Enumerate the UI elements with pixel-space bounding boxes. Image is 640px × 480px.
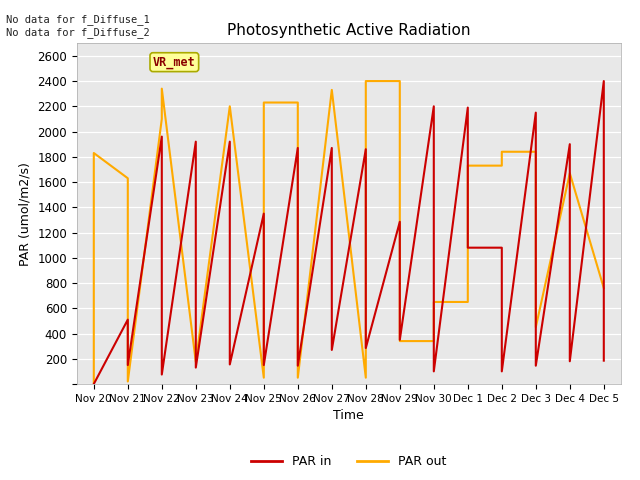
Text: No data for f_Diffuse_1
No data for f_Diffuse_2: No data for f_Diffuse_1 No data for f_Di…	[6, 14, 150, 38]
Title: Photosynthetic Active Radiation: Photosynthetic Active Radiation	[227, 23, 470, 38]
Text: VR_met: VR_met	[153, 56, 196, 69]
X-axis label: Time: Time	[333, 409, 364, 422]
Legend: PAR in, PAR out: PAR in, PAR out	[246, 450, 451, 473]
Y-axis label: PAR (umol/m2/s): PAR (umol/m2/s)	[19, 162, 32, 265]
